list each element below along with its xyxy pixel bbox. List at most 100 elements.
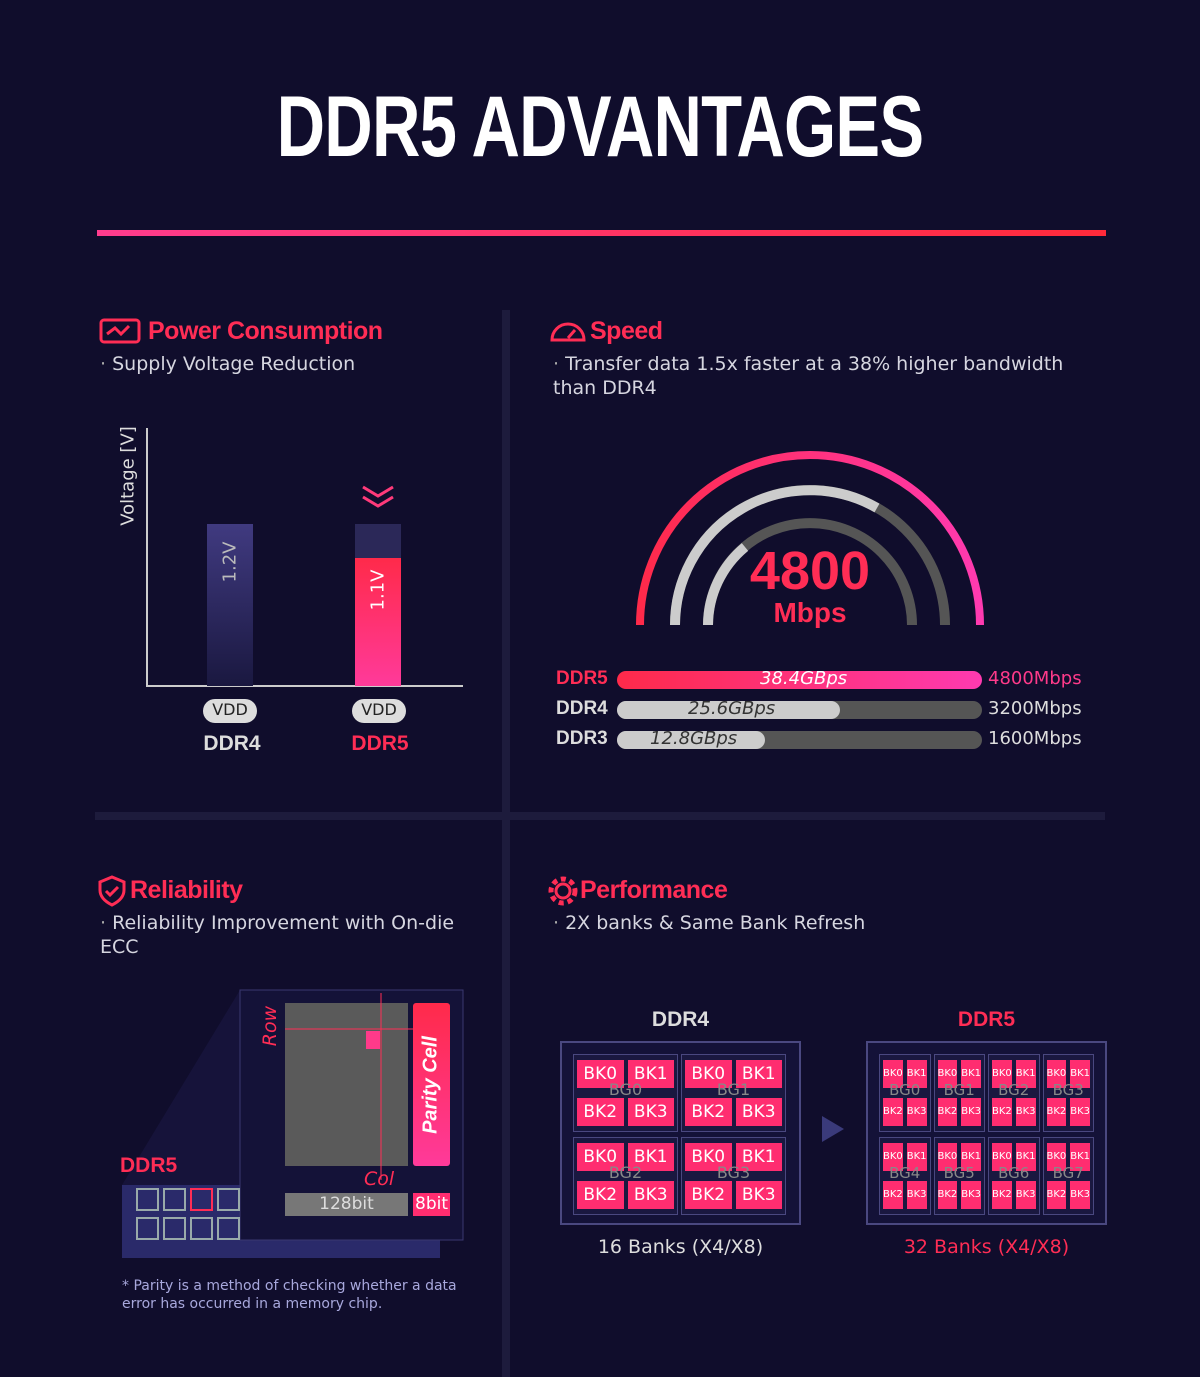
bank: BK0 (883, 1060, 903, 1088)
chip-cell (163, 1188, 186, 1211)
bank: BK2 (577, 1098, 624, 1126)
bank: BK2 (685, 1098, 732, 1126)
gauge (636, 451, 984, 626)
memory-name: DDR5 (957, 1008, 1016, 1031)
group-label: BG1 (943, 1081, 975, 1099)
row-rate: 3200Mbps (988, 698, 1082, 719)
bank: BK3 (627, 1098, 674, 1126)
bank: BK0 (685, 1143, 732, 1171)
bank: BK1 (735, 1060, 782, 1088)
bank: BK2 (685, 1181, 732, 1209)
ecc-diagram (122, 989, 464, 1258)
bank: BK3 (906, 1181, 927, 1209)
group-label: BG5 (943, 1164, 975, 1182)
axis-label: Voltage [V] (117, 426, 139, 526)
bank: BK1 (1070, 1143, 1090, 1171)
bank: BK1 (906, 1143, 927, 1171)
bank: BK2 (883, 1181, 903, 1209)
group-label: BG7 (1052, 1164, 1084, 1182)
chip-cell (136, 1188, 159, 1211)
group-label: BG2 (608, 1163, 643, 1182)
chip-cell (190, 1188, 213, 1211)
group-label: BG1 (716, 1080, 751, 1099)
bank: BK3 (1015, 1181, 1036, 1209)
bank: BK1 (961, 1143, 981, 1171)
bank: BK0 (1046, 1060, 1067, 1088)
bank: BK3 (627, 1181, 674, 1209)
row-name: DDR3 (556, 728, 608, 749)
bank: BK2 (577, 1181, 624, 1209)
bank: BK1 (735, 1143, 782, 1171)
row-name: DDR5 (556, 668, 608, 689)
group-label: BG0 (889, 1081, 921, 1099)
group-label: BG3 (716, 1163, 751, 1182)
section-title: Performance (580, 876, 728, 904)
bank: BK3 (906, 1098, 927, 1126)
bank: BK2 (992, 1181, 1012, 1209)
chip-cell (163, 1217, 186, 1240)
bank: BK2 (992, 1098, 1012, 1126)
divider (502, 310, 510, 1377)
bank: BK1 (627, 1060, 674, 1088)
section-title: Speed (590, 317, 663, 345)
parity-label: Parity Cell (419, 1036, 442, 1134)
bank: BK1 (627, 1143, 674, 1171)
section-subtitle: Supply Voltage Reduction (100, 352, 355, 376)
bank: BK0 (883, 1143, 903, 1171)
group-label: BG3 (1052, 1081, 1084, 1099)
bank: BK0 (685, 1060, 732, 1088)
bits-label: 128bit (319, 1194, 374, 1214)
bank: BK1 (1070, 1060, 1090, 1088)
page-title: DDR5 ADVANTAGES (276, 79, 925, 175)
bar-name: DDR4 (203, 732, 261, 755)
bank: BK1 (906, 1060, 927, 1088)
row-bandwidth: 12.8GBps (650, 728, 738, 749)
col-label: Col (364, 1168, 395, 1190)
bank: BK0 (992, 1143, 1012, 1171)
bank: BK3 (1015, 1098, 1036, 1126)
title-rule (97, 230, 1106, 236)
group-label: BG0 (608, 1080, 643, 1099)
speed-bars (617, 671, 982, 749)
memory-name: DDR4 (651, 1008, 710, 1031)
bar-tag: VDD (361, 700, 397, 719)
bank: BK0 (937, 1060, 958, 1088)
group-label: BG2 (998, 1081, 1030, 1099)
voltage-chart (146, 428, 463, 723)
bank: BK2 (1046, 1181, 1067, 1209)
bank: BK3 (735, 1098, 782, 1126)
chip-cells (136, 1188, 240, 1240)
section-title: Reliability (130, 876, 243, 904)
bank: BK0 (577, 1060, 624, 1088)
bank: BK3 (735, 1181, 782, 1209)
gauge-unit: Mbps (773, 597, 847, 628)
row-bandwidth: 38.4GBps (760, 668, 848, 689)
row-bandwidth: 25.6GBps (688, 698, 776, 719)
chip-cell (217, 1188, 240, 1211)
group-label: BG6 (998, 1164, 1030, 1182)
divider (95, 812, 1105, 820)
bar-label: 1.2V (219, 541, 241, 583)
section-subtitle: Transfer data 1.5x faster at a 38% highe… (553, 352, 1093, 400)
bank: BK2 (883, 1098, 903, 1126)
row-name: DDR4 (556, 698, 608, 719)
chip-cell (190, 1217, 213, 1240)
bank: BK1 (961, 1060, 981, 1088)
bank: BK1 (1015, 1143, 1036, 1171)
bar-tag: VDD (212, 700, 248, 719)
row-label: Row (259, 1005, 281, 1047)
row-rate: 4800Mbps (988, 668, 1082, 689)
bar-name: DDR5 (351, 732, 409, 755)
bar-label: 1.1V (367, 569, 389, 611)
bank: BK1 (1015, 1060, 1036, 1088)
section-title: Power Consumption (148, 317, 383, 345)
bank: BK0 (577, 1143, 624, 1171)
row-rate: 1600Mbps (988, 728, 1082, 749)
icons (98, 318, 586, 907)
bank-caption: 32 Banks (X4/X8) (903, 1236, 1070, 1258)
bank: BK3 (961, 1098, 981, 1126)
section-subtitle: Reliability Improvement with On-die ECC (100, 911, 470, 959)
bank: BK0 (1046, 1143, 1067, 1171)
